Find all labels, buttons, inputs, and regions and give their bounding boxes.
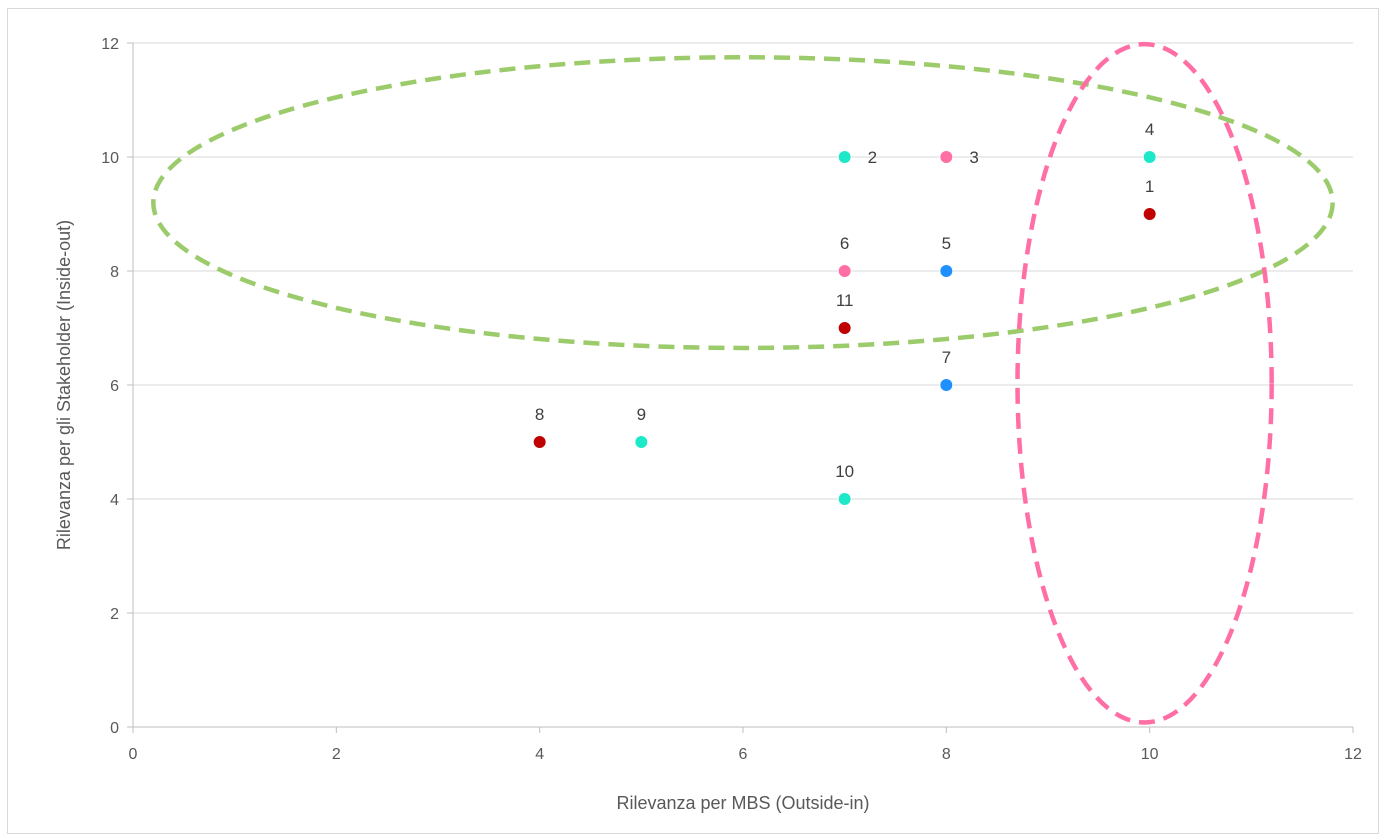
y-tick-label: 0 (110, 720, 119, 737)
data-points: 1 2 3 4 5 6 7 8 9 10 11 (532, 120, 1157, 506)
x-tick-label: 8 (942, 746, 951, 763)
data-label-11: 11 (836, 291, 854, 310)
x-axis-title: Rilevanza per MBS (Outside-in) (616, 793, 869, 813)
y-tick-label: 12 (101, 36, 119, 53)
data-point-7 (939, 378, 954, 392)
data-label-1: 1 (1145, 177, 1154, 196)
data-label-5: 5 (942, 234, 951, 253)
data-point-8 (532, 435, 547, 449)
data-label-2: 2 (868, 148, 877, 167)
data-point-2 (837, 150, 852, 164)
data-point-6 (837, 264, 852, 278)
annotation-ellipse-2 (1015, 41, 1274, 725)
annotation-ellipse-1 (151, 55, 1335, 351)
data-label-4: 4 (1145, 120, 1154, 139)
annotation-ellipses (151, 41, 1335, 725)
data-point-9 (634, 435, 649, 449)
data-point-11 (837, 321, 852, 335)
x-tick-label: 4 (535, 746, 544, 763)
x-tick-label: 12 (1344, 746, 1362, 763)
data-label-8: 8 (535, 405, 544, 424)
data-point-1 (1142, 207, 1157, 221)
y-tick-label: 2 (110, 606, 119, 623)
y-tick-label: 8 (110, 264, 119, 281)
data-point-4 (1142, 150, 1157, 164)
x-tick-label: 2 (332, 746, 341, 763)
data-label-10: 10 (835, 462, 854, 481)
chart-frame (7, 8, 1379, 834)
x-tick-label: 0 (129, 746, 138, 763)
data-point-10 (837, 492, 852, 506)
data-label-7: 7 (942, 348, 951, 367)
y-tick-label: 10 (101, 150, 119, 167)
gridlines (133, 42, 1353, 614)
data-label-3: 3 (969, 148, 978, 167)
x-tick-label: 10 (1141, 746, 1159, 763)
data-label-9: 9 (637, 405, 646, 424)
x-tick-label: 6 (739, 746, 748, 763)
y-tick-label: 6 (110, 378, 119, 395)
data-label-6: 6 (840, 234, 849, 253)
data-point-3 (939, 150, 954, 164)
y-axis-title: Rilevanza per gli Stakeholder (Inside-ou… (54, 220, 74, 550)
data-point-5 (939, 264, 954, 278)
y-tick-label: 4 (110, 492, 119, 509)
